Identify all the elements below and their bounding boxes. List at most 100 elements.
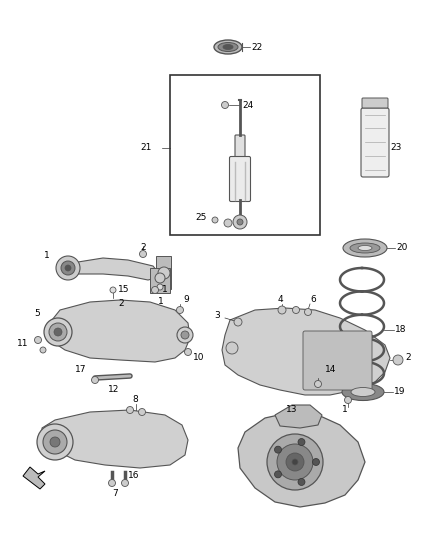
Polygon shape <box>78 258 158 280</box>
Circle shape <box>54 328 62 336</box>
Circle shape <box>304 309 311 316</box>
Ellipse shape <box>350 243 380 253</box>
Circle shape <box>152 287 159 294</box>
Text: 7: 7 <box>112 489 118 497</box>
Circle shape <box>40 347 46 353</box>
Circle shape <box>56 256 80 280</box>
Polygon shape <box>23 467 45 489</box>
Polygon shape <box>42 410 188 468</box>
FancyBboxPatch shape <box>230 157 251 201</box>
Circle shape <box>37 424 73 460</box>
Circle shape <box>298 479 305 486</box>
Circle shape <box>138 408 145 416</box>
Circle shape <box>222 101 229 109</box>
Text: 21: 21 <box>140 143 152 152</box>
Circle shape <box>43 430 67 454</box>
Ellipse shape <box>351 387 375 397</box>
Ellipse shape <box>343 239 387 257</box>
Text: 8: 8 <box>132 395 138 405</box>
Circle shape <box>35 336 42 343</box>
Polygon shape <box>48 300 190 362</box>
FancyBboxPatch shape <box>362 98 388 108</box>
Text: 12: 12 <box>108 385 120 394</box>
Bar <box>170 75 320 235</box>
Circle shape <box>345 397 352 403</box>
Text: 1: 1 <box>158 296 164 305</box>
Circle shape <box>275 471 282 478</box>
Circle shape <box>224 219 232 227</box>
Circle shape <box>267 434 323 490</box>
Circle shape <box>226 342 238 354</box>
Circle shape <box>177 306 184 313</box>
Polygon shape <box>156 256 171 289</box>
Circle shape <box>50 437 60 447</box>
Circle shape <box>293 306 300 313</box>
Circle shape <box>181 331 189 339</box>
Text: 13: 13 <box>286 406 298 415</box>
Text: 24: 24 <box>242 101 253 109</box>
Text: 10: 10 <box>193 353 205 362</box>
Circle shape <box>121 480 128 487</box>
Circle shape <box>298 439 305 446</box>
Circle shape <box>184 349 191 356</box>
Text: 17: 17 <box>75 366 86 375</box>
Text: 18: 18 <box>395 326 406 335</box>
FancyBboxPatch shape <box>235 135 245 159</box>
Circle shape <box>275 446 282 453</box>
Text: 22: 22 <box>251 43 262 52</box>
Text: 4: 4 <box>277 295 283 304</box>
Circle shape <box>277 444 313 480</box>
Text: 15: 15 <box>118 286 130 295</box>
Text: 1: 1 <box>44 252 50 261</box>
Text: 11: 11 <box>17 340 28 349</box>
Polygon shape <box>238 412 365 507</box>
FancyBboxPatch shape <box>303 331 372 390</box>
Circle shape <box>233 215 247 229</box>
Text: 1: 1 <box>342 406 348 415</box>
Circle shape <box>292 459 298 465</box>
Circle shape <box>278 306 286 314</box>
Text: 19: 19 <box>394 387 406 397</box>
Circle shape <box>44 318 72 346</box>
Circle shape <box>155 273 165 283</box>
Text: 5: 5 <box>34 309 40 318</box>
Circle shape <box>177 327 193 343</box>
Circle shape <box>237 219 243 225</box>
Text: 23: 23 <box>390 143 401 152</box>
Ellipse shape <box>342 384 384 400</box>
Polygon shape <box>150 268 170 293</box>
Text: 1: 1 <box>162 286 168 295</box>
Circle shape <box>92 376 99 384</box>
Circle shape <box>314 381 321 387</box>
Circle shape <box>234 318 242 326</box>
Text: 20: 20 <box>396 244 407 253</box>
Circle shape <box>312 458 319 465</box>
Text: 2: 2 <box>118 298 124 308</box>
Text: 6: 6 <box>310 295 316 304</box>
Circle shape <box>212 217 218 223</box>
Ellipse shape <box>218 43 238 52</box>
Polygon shape <box>275 405 322 428</box>
Text: 14: 14 <box>325 366 336 375</box>
Circle shape <box>127 407 134 414</box>
Ellipse shape <box>358 246 372 251</box>
Circle shape <box>286 453 304 471</box>
Circle shape <box>139 251 146 257</box>
Text: 3: 3 <box>214 311 220 320</box>
Circle shape <box>158 267 170 279</box>
Polygon shape <box>222 308 390 395</box>
Text: 16: 16 <box>128 471 139 480</box>
Ellipse shape <box>214 40 242 54</box>
Circle shape <box>393 355 403 365</box>
Text: 2: 2 <box>140 244 145 253</box>
Circle shape <box>61 261 75 275</box>
Circle shape <box>65 265 71 271</box>
Circle shape <box>109 480 116 487</box>
Circle shape <box>157 284 163 290</box>
Circle shape <box>110 287 116 293</box>
Circle shape <box>49 323 67 341</box>
FancyBboxPatch shape <box>361 108 389 177</box>
Ellipse shape <box>223 44 233 50</box>
Text: 9: 9 <box>183 295 189 304</box>
Text: 25: 25 <box>195 214 206 222</box>
